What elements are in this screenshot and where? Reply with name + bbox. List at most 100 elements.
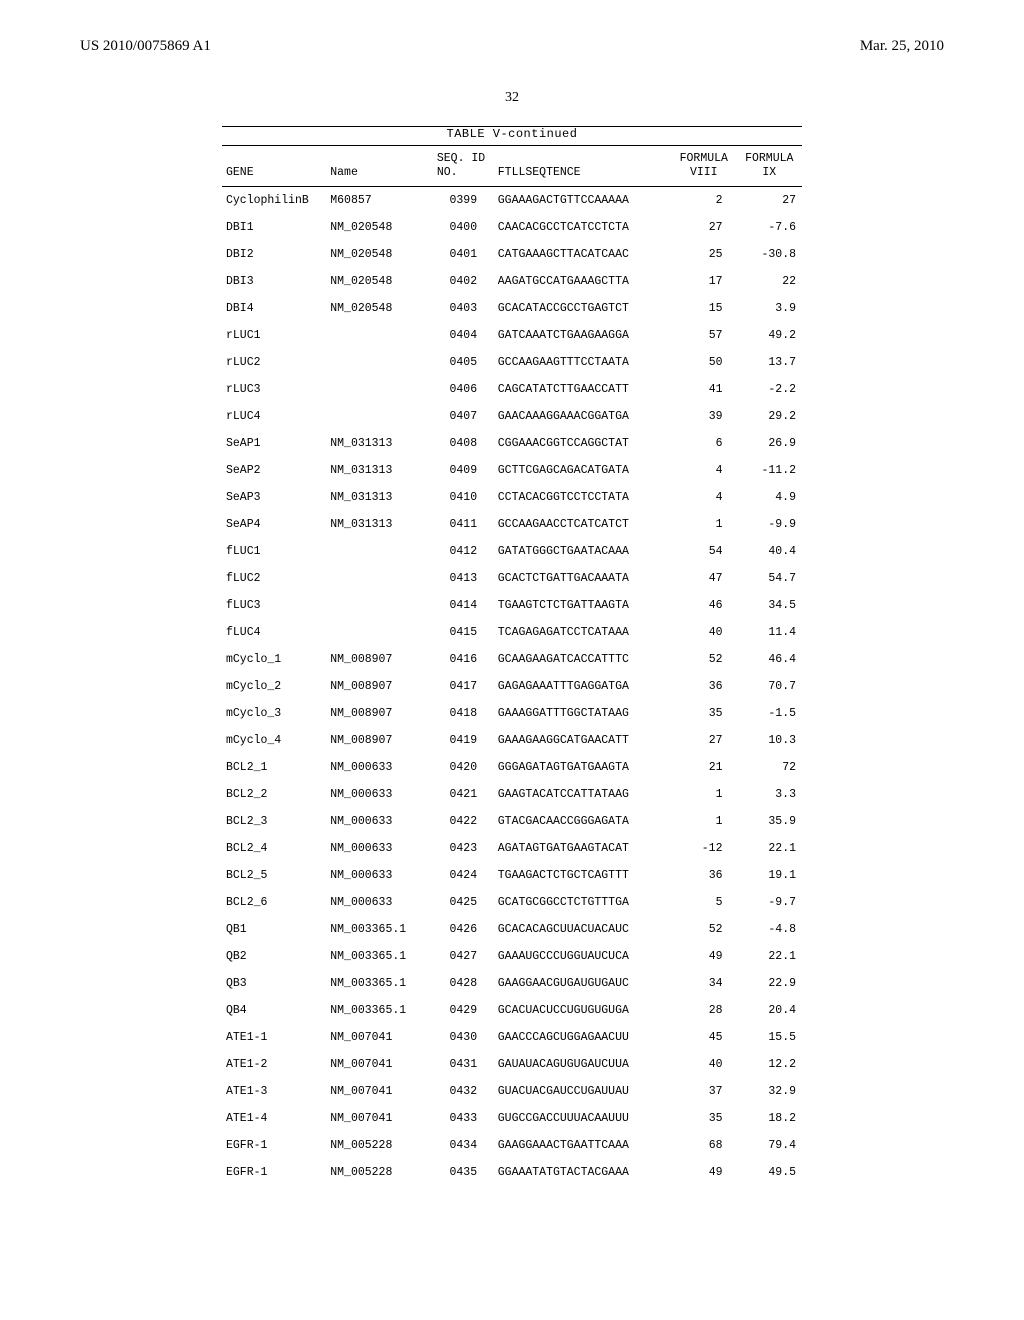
cell-gene: DBI1 — [222, 214, 326, 241]
table-row: rLUC20405GCCAAGAAGTTTCCTAATA5013.7 — [222, 349, 802, 376]
cell-seqid: 0435 — [433, 1159, 494, 1186]
cell-gene: BCL2_4 — [222, 835, 326, 862]
cell-formula-viii: 4 — [671, 457, 736, 484]
table-row: mCyclo_4NM_0089070419GAAAGAAGGCATGAACATT… — [222, 727, 802, 754]
cell-formula-ix: -4.8 — [737, 916, 803, 943]
cell-name: NM_003365.1 — [326, 916, 433, 943]
table-row: SeAP3NM_0313130410CCTACACGGTCCTCCTATA44.… — [222, 484, 802, 511]
cell-name — [326, 349, 433, 376]
cell-gene: fLUC3 — [222, 592, 326, 619]
cell-name — [326, 592, 433, 619]
cell-name: NM_007041 — [326, 1078, 433, 1105]
cell-formula-ix: 32.9 — [737, 1078, 803, 1105]
data-table: GENE Name SEQ. ID NO. FTLLSEQTENCE FORMU… — [222, 146, 802, 1186]
cell-formula-ix: -9.9 — [737, 511, 803, 538]
cell-gene: rLUC3 — [222, 376, 326, 403]
cell-sequence: GAAGGAAACTGAATTCAAA — [494, 1132, 671, 1159]
cell-seqid: 0416 — [433, 646, 494, 673]
cell-seqid: 0429 — [433, 997, 494, 1024]
cell-seqid: 0399 — [433, 187, 494, 214]
cell-name: NM_008907 — [326, 700, 433, 727]
col-formula-viii-l2: VIII — [690, 166, 718, 179]
cell-name — [326, 565, 433, 592]
cell-formula-viii: 1 — [671, 781, 736, 808]
table-row: rLUC30406CAGCATATCTTGAACCATT41-2.2 — [222, 376, 802, 403]
cell-sequence: GUGCCGACCUUUACAAUUU — [494, 1105, 671, 1132]
cell-name: NM_020548 — [326, 268, 433, 295]
cell-name — [326, 376, 433, 403]
cell-formula-viii: 36 — [671, 673, 736, 700]
cell-seqid: 0404 — [433, 322, 494, 349]
table-row: ATE1-1NM_0070410430GAACCCAGCUGGAGAACUU45… — [222, 1024, 802, 1051]
table-header-row: GENE Name SEQ. ID NO. FTLLSEQTENCE FORMU… — [222, 146, 802, 186]
cell-seqid: 0405 — [433, 349, 494, 376]
cell-gene: fLUC2 — [222, 565, 326, 592]
cell-formula-ix: 18.2 — [737, 1105, 803, 1132]
table-row: fLUC20413GCACTCTGATTGACAAATA4754.7 — [222, 565, 802, 592]
table-row: EGFR-1NM_0052280435GGAAATATGTACTACGAAA49… — [222, 1159, 802, 1186]
cell-formula-ix: 29.2 — [737, 403, 803, 430]
cell-name: NM_008907 — [326, 646, 433, 673]
cell-seqid: 0403 — [433, 295, 494, 322]
cell-formula-viii: 47 — [671, 565, 736, 592]
cell-sequence: TGAAGACTCTGCTCAGTTT — [494, 862, 671, 889]
cell-sequence: GATCAAATCTGAAGAAGGA — [494, 322, 671, 349]
cell-gene: ATE1-3 — [222, 1078, 326, 1105]
cell-sequence: GCACACAGCUUACUACAUC — [494, 916, 671, 943]
cell-formula-viii: 27 — [671, 214, 736, 241]
cell-formula-ix: -1.5 — [737, 700, 803, 727]
cell-sequence: CAACACGCCTCATCCTCTA — [494, 214, 671, 241]
cell-seqid: 0424 — [433, 862, 494, 889]
cell-seqid: 0417 — [433, 673, 494, 700]
cell-formula-ix: 49.2 — [737, 322, 803, 349]
cell-gene: rLUC4 — [222, 403, 326, 430]
cell-formula-viii: 49 — [671, 943, 736, 970]
col-formula-viii-l1: FORMULA — [680, 152, 728, 165]
cell-sequence: GAAAUGCCCUGGUAUCUCA — [494, 943, 671, 970]
cell-gene: BCL2_1 — [222, 754, 326, 781]
cell-name: NM_000633 — [326, 754, 433, 781]
table-row: mCyclo_1NM_0089070416GCAAGAAGATCACCATTTC… — [222, 646, 802, 673]
cell-sequence: GCACUACUCCUGUGUGUGA — [494, 997, 671, 1024]
table-row: mCyclo_3NM_0089070418GAAAGGATTTGGCTATAAG… — [222, 700, 802, 727]
page-number: 32 — [80, 90, 944, 106]
cell-seqid: 0430 — [433, 1024, 494, 1051]
cell-seqid: 0408 — [433, 430, 494, 457]
cell-name: NM_000633 — [326, 862, 433, 889]
cell-sequence: CATGAAAGCTTACATCAAC — [494, 241, 671, 268]
cell-sequence: TCAGAGAGATCCTCATAAA — [494, 619, 671, 646]
cell-sequence: GCACATACCGCCTGAGTCT — [494, 295, 671, 322]
col-formula-ix: FORMULA IX — [737, 146, 803, 186]
cell-name: NM_000633 — [326, 781, 433, 808]
cell-name: NM_000633 — [326, 889, 433, 916]
cell-gene: SeAP3 — [222, 484, 326, 511]
cell-name: NM_008907 — [326, 727, 433, 754]
cell-name: NM_000633 — [326, 808, 433, 835]
table-row: QB4NM_003365.10429GCACUACUCCUGUGUGUGA282… — [222, 997, 802, 1024]
cell-gene: EGFR-1 — [222, 1132, 326, 1159]
cell-name — [326, 538, 433, 565]
cell-formula-viii: 52 — [671, 916, 736, 943]
cell-formula-viii: 35 — [671, 1105, 736, 1132]
cell-formula-viii: -12 — [671, 835, 736, 862]
table-row: BCL2_5NM_0006330424TGAAGACTCTGCTCAGTTT36… — [222, 862, 802, 889]
cell-sequence: GAAGTACATCCATTATAAG — [494, 781, 671, 808]
cell-formula-ix: 13.7 — [737, 349, 803, 376]
cell-name — [326, 322, 433, 349]
cell-seqid: 0407 — [433, 403, 494, 430]
cell-sequence: CAGCATATCTTGAACCATT — [494, 376, 671, 403]
cell-formula-ix: 49.5 — [737, 1159, 803, 1186]
cell-gene: fLUC4 — [222, 619, 326, 646]
cell-gene: ATE1-2 — [222, 1051, 326, 1078]
cell-gene: BCL2_2 — [222, 781, 326, 808]
table-row: fLUC40415TCAGAGAGATCCTCATAAA4011.4 — [222, 619, 802, 646]
cell-formula-ix: 11.4 — [737, 619, 803, 646]
cell-formula-viii: 4 — [671, 484, 736, 511]
cell-formula-viii: 41 — [671, 376, 736, 403]
cell-formula-ix: -2.2 — [737, 376, 803, 403]
cell-name: NM_007041 — [326, 1024, 433, 1051]
cell-name: NM_031313 — [326, 484, 433, 511]
cell-gene: BCL2_6 — [222, 889, 326, 916]
cell-sequence: GGAAATATGTACTACGAAA — [494, 1159, 671, 1186]
table-row: DBI3NM_0205480402AAGATGCCATGAAAGCTTA1722 — [222, 268, 802, 295]
